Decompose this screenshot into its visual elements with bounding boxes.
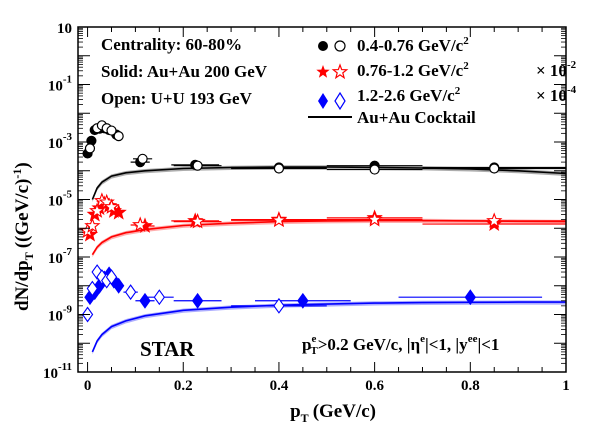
data-point [189,213,206,229]
open-label: Open: U+U 193 GeV [101,89,253,108]
legend-label-cocktail: Au+Au Cocktail [357,108,476,127]
data-point [84,143,96,154]
data-point [486,212,503,228]
legend: 0.4-0.76 GeV/c2 0.76-1.2 GeV/c2 × 10-2 1… [308,35,577,127]
svg-text:1.2-2.6 GeV/c2: 1.2-2.6 GeV/c2 [357,85,461,105]
x-tick-label: 0 [84,378,92,394]
data-point [273,297,285,314]
y-tick-label: 10-7 [48,246,73,267]
legend-entry-low-mass: 0.4-0.76 GeV/c2 [318,35,469,55]
legend-label-high-mass: 1.2-2.6 GeV/c [357,86,455,105]
data-point [105,269,118,286]
x-axis-title: pT (GeV/c) [290,401,376,425]
centrality-label: Centrality: 60-80% [101,35,242,54]
legend-scale-high-mass-sup: -4 [567,84,577,96]
legend-scale-mid-mass: × 10 [536,61,567,80]
legend-label-mid-mass: 0.76-1.2 GeV/c [357,61,464,80]
y-tick-label: 10 [57,21,72,37]
data-point [84,217,101,233]
y-tick-label: 10-1 [48,74,72,95]
legend-marker-open-diamond [334,91,346,111]
data-point [191,292,204,309]
data-point [464,289,476,306]
legend-entry-mid-mass: 0.76-1.2 GeV/c2 × 10-2 [316,59,577,80]
data-point [369,164,380,175]
data-point [103,198,120,214]
legend-entry-cocktail: Au+Au Cocktail [308,108,476,127]
data-point [131,216,149,232]
cocktail-band-1 [92,218,567,258]
legend-scale-high-mass: × 10 [536,86,567,105]
legend-marker-open-circle [334,40,346,52]
x-tick-label: 0.8 [461,378,480,394]
cuts-label: pe T>0.2 GeV/c, |ηe|<1, |yee|<1 [302,333,499,357]
x-tick-label: 0.2 [174,378,193,394]
y-tick-label: 10-5 [48,189,73,210]
data-point [106,125,117,136]
data-point [192,160,203,171]
data-points [79,120,566,323]
legend-marker-open-star [331,63,349,80]
data-point [153,289,166,306]
legend-entry-high-mass: 1.2-2.6 GeV/c2 × 10-4 [318,84,577,111]
data-point [137,153,148,164]
legend-marker-filled-circle [318,41,328,51]
data-point [124,284,137,301]
cocktail-line-2 [91,301,566,353]
x-tick-label: 1 [562,378,570,394]
y-tick-label: 10-3 [48,131,73,152]
legend-label-low-mass-sup: 2 [463,35,469,47]
x-tick-label: 0.6 [365,378,384,394]
data-point [273,163,285,174]
legend-scale-mid-mass-sup: -2 [567,59,577,71]
x-tick-label: 0.4 [270,378,289,394]
experiment-label: STAR [140,337,195,361]
svg-text:0.76-1.2 GeV/c2: 0.76-1.2 GeV/c2 [357,60,469,80]
legend-label-high-mass-sup: 2 [455,85,461,97]
data-point [112,277,125,294]
legend-label-mid-mass-sup: 2 [463,60,469,72]
svg-text:× 10-2: × 10-2 [536,59,577,80]
data-point [489,163,500,174]
y-axis-title: dN/dpT((GeV/c)-1) [10,162,36,311]
y-tick-label: 10-11 [43,361,72,382]
data-point [366,211,383,227]
data-point [270,211,288,228]
svg-text:× 10-4: × 10-4 [536,84,577,105]
solid-label: Solid: Au+Au 200 GeV [101,62,268,81]
svg-text:0.4-0.76 GeV/c2: 0.4-0.76 GeV/c2 [357,35,469,55]
legend-marker-filled-star [316,65,330,78]
data-point [297,292,309,309]
info-text-block: Centrality: 60-80% Solid: Au+Au 200 GeV … [101,35,268,108]
data-point [113,131,124,142]
y-tick-label: 10-9 [48,304,73,325]
legend-label-low-mass: 0.4-0.76 GeV/c [357,36,464,55]
legend-marker-filled-diamond [318,93,328,109]
axes: 0 0.2 0.4 0.6 0.8 1 10 10-1 10-3 10-5 10-7 10-9 10-1… [43,21,570,394]
